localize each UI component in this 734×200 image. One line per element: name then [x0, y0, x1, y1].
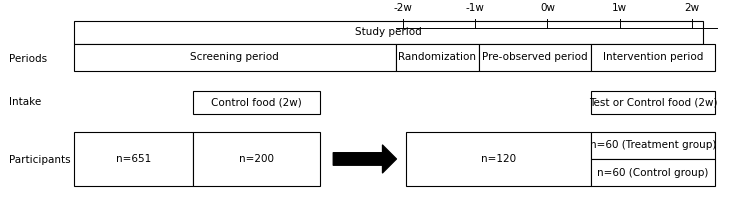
Text: Intervention period: Intervention period — [603, 52, 703, 62]
FancyBboxPatch shape — [591, 159, 715, 186]
Text: Test or Control food (2w): Test or Control food (2w) — [589, 98, 717, 108]
Text: n=60 (Control group): n=60 (Control group) — [597, 168, 709, 178]
Text: Periods: Periods — [9, 54, 47, 64]
Text: Control food (2w): Control food (2w) — [211, 98, 302, 108]
FancyBboxPatch shape — [591, 44, 715, 71]
FancyBboxPatch shape — [479, 44, 591, 71]
FancyBboxPatch shape — [193, 132, 319, 186]
Text: -1w: -1w — [465, 3, 484, 13]
Text: Screening period: Screening period — [190, 52, 279, 62]
Text: Study period: Study period — [355, 27, 422, 37]
Text: -2w: -2w — [393, 3, 413, 13]
Text: n=200: n=200 — [239, 154, 274, 164]
FancyBboxPatch shape — [591, 91, 715, 114]
FancyBboxPatch shape — [73, 21, 703, 44]
Text: n=120: n=120 — [481, 154, 516, 164]
Text: 2w: 2w — [685, 3, 700, 13]
FancyBboxPatch shape — [193, 91, 319, 114]
FancyBboxPatch shape — [407, 132, 591, 186]
Text: Pre-observed period: Pre-observed period — [482, 52, 588, 62]
FancyBboxPatch shape — [591, 132, 715, 159]
Text: Intake: Intake — [9, 97, 41, 107]
Text: 1w: 1w — [612, 3, 628, 13]
FancyBboxPatch shape — [396, 44, 479, 71]
FancyArrowPatch shape — [333, 145, 396, 173]
Text: n=651: n=651 — [116, 154, 151, 164]
Text: Participants: Participants — [9, 155, 70, 165]
FancyBboxPatch shape — [73, 44, 396, 71]
FancyBboxPatch shape — [73, 132, 193, 186]
Text: 0w: 0w — [540, 3, 555, 13]
Text: Randomization: Randomization — [398, 52, 476, 62]
Text: n=60 (Treatment group): n=60 (Treatment group) — [590, 140, 716, 150]
